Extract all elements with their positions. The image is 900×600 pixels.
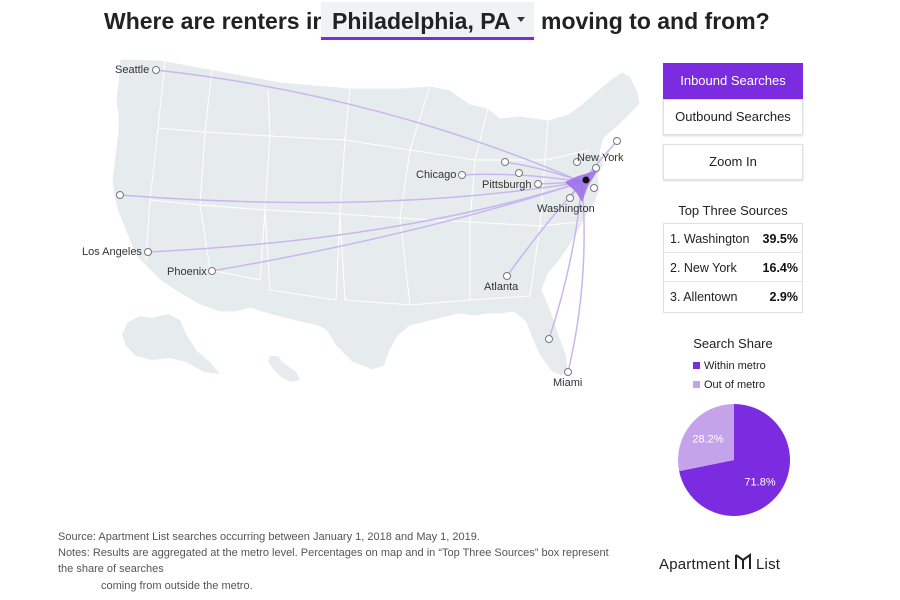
legend-label-within: Within metro <box>704 360 766 372</box>
top-three-title: Top Three Sources <box>678 203 788 218</box>
title-prefix: Where are renters in <box>104 8 327 34</box>
notes-line-1: Notes: Results are aggregated at the met… <box>58 547 609 559</box>
top-source-row: 1. Washington 39.5% <box>664 224 802 253</box>
philadelphia-dot <box>582 176 590 184</box>
arc-florida <box>548 181 583 340</box>
target-marker <box>565 170 598 202</box>
legend-swatch-out <box>693 381 700 388</box>
arc-miami <box>567 181 585 373</box>
legend-swatch-within <box>693 362 700 369</box>
logo-word-left: Apartment <box>659 556 730 573</box>
search-share-title: Search Share <box>693 336 773 351</box>
us-map: Seattle Chicago Pittsburgh New York Wash… <box>82 58 641 389</box>
hawaii-land <box>268 356 300 382</box>
title-suffix: moving to and from? <box>541 8 770 34</box>
top-three-table: 1. Washington 39.5% 2. New York 16.4% 3.… <box>663 223 803 313</box>
city-points <box>116 66 621 376</box>
city-label-los-angeles: Los Angeles <box>82 246 142 258</box>
zoom-in-button[interactable]: Zoom In <box>663 144 803 180</box>
us-land <box>111 58 641 377</box>
source-name: 2. New York <box>670 261 737 275</box>
source-name: 1. Washington <box>670 232 750 246</box>
top-source-row: 2. New York 16.4% <box>664 253 802 282</box>
source-name: 3. Allentown <box>670 290 738 304</box>
city-label-miami: Miami <box>553 377 582 389</box>
arc-atlanta <box>506 181 583 277</box>
outbound-searches-button[interactable]: Outbound Searches <box>663 99 803 135</box>
apartment-list-logo: Apartment List <box>659 552 780 576</box>
city-select-dropdown[interactable]: Philadelphia, PA <box>321 2 534 40</box>
land-shapes <box>111 58 641 382</box>
city-label-new-york: New York <box>577 152 624 164</box>
legend-label-out: Out of metro <box>704 379 766 391</box>
page-header: Where are renters in Philadelphia, PA mo… <box>0 0 900 46</box>
pie-slice-out-of-metro <box>678 404 734 472</box>
arc-phoenix <box>211 181 583 272</box>
arc-seattle <box>155 69 583 183</box>
logo-mark-icon <box>733 552 753 576</box>
search-share-pie: 71.8% 28.2% <box>678 404 790 516</box>
city-label-washington: Washington <box>537 203 595 215</box>
pie-label-within-metro: 71.8% <box>744 476 775 488</box>
city-label-pittsburgh: Pittsburgh <box>482 179 532 191</box>
legend-within-metro: Within metro <box>693 360 766 372</box>
source-pct: 39.5% <box>762 232 798 246</box>
source-pct: 16.4% <box>762 261 798 275</box>
selected-city: Philadelphia, PA <box>332 8 511 34</box>
legend-out-of-metro: Out of metro <box>693 379 765 391</box>
source-note: Source: Apartment List searches occurrin… <box>58 531 480 543</box>
city-label-seattle: Seattle <box>115 64 149 76</box>
top-source-row: 3. Allentown 2.9% <box>664 282 802 311</box>
logo-word-right: List <box>756 556 781 573</box>
pie-label-out-of-metro: 28.2% <box>692 434 723 446</box>
inbound-searches-button[interactable]: Inbound Searches <box>663 63 803 99</box>
alaska-land <box>122 314 220 374</box>
arc-west <box>119 181 583 204</box>
source-pct: 2.9% <box>769 290 799 304</box>
arc-los-angeles <box>147 181 583 253</box>
notes-line-2: the share of searches <box>58 563 164 575</box>
caret-down-icon <box>517 17 525 22</box>
notes-line-3: coming from outside the metro. <box>101 580 253 592</box>
pie-slice-within-metro <box>679 404 790 516</box>
city-label-phoenix: Phoenix <box>167 266 207 278</box>
city-label-chicago: Chicago <box>416 169 456 181</box>
city-label-atlanta: Atlanta <box>484 281 519 293</box>
